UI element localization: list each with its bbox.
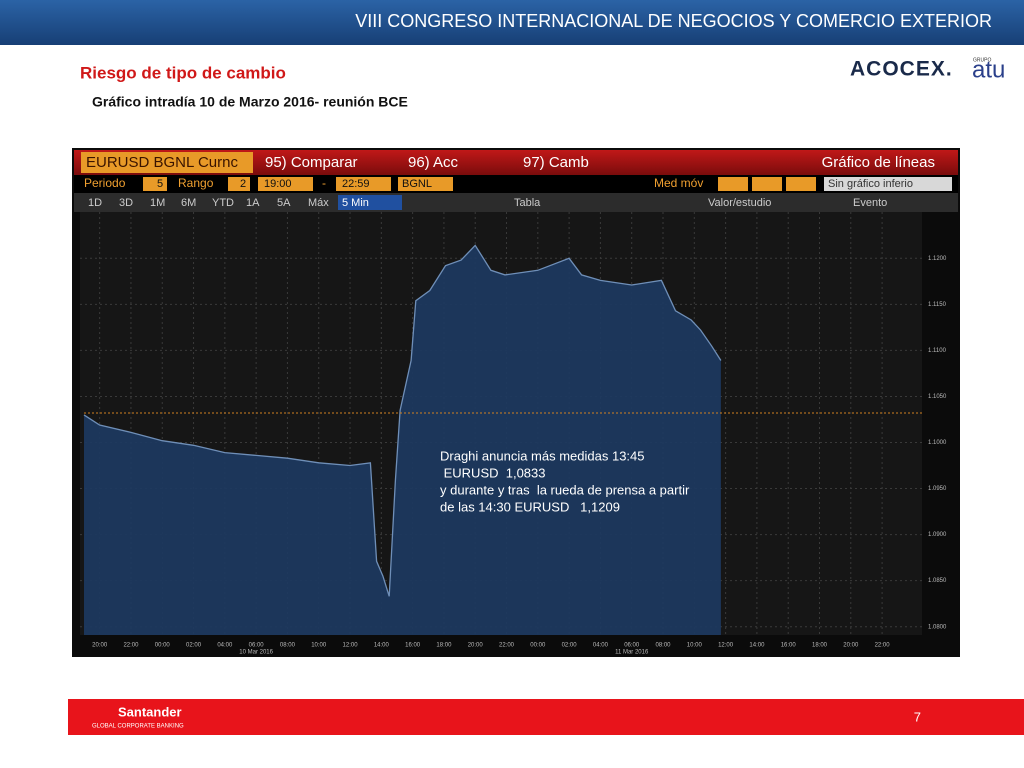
button[interactable]: 97) Camb	[523, 154, 589, 171]
x-tick-label: 20:00	[468, 643, 484, 649]
plot: 1.1200 1.1150 1.1100 1.1050 1.1000 1.0950 1.09…	[80, 212, 947, 656]
x-tick-label: 08:00	[656, 643, 672, 649]
x-tick-label: 06:00	[249, 643, 265, 649]
y-tick-label: 1.1050	[928, 394, 947, 400]
input-value: 19:00	[264, 178, 292, 190]
logo-grupo: GRUPO	[973, 57, 991, 63]
x-tick-label: 12:00	[718, 643, 734, 649]
x-tick-label: 16:00	[405, 643, 421, 649]
annotation-line: y durante y tras la rueda de prensa a pa…	[440, 482, 690, 497]
x-tick-label: 08:00	[280, 643, 296, 649]
chart-kind[interactable]: Gráfico de líneas	[822, 154, 935, 171]
input-box[interactable]	[786, 177, 816, 191]
x-tick-label: 00:00	[155, 643, 171, 649]
x-tick-label: 00:00	[530, 643, 546, 649]
tool-button[interactable]: Evento	[853, 197, 887, 209]
x-tick-label: 20:00	[92, 643, 108, 649]
security: EURUSD BGNL Curnc	[86, 154, 238, 171]
x-tick-label: 20:00	[843, 643, 859, 649]
x-tick-label: 04:00	[593, 643, 609, 649]
logo-acocex: ACOCEX.	[850, 58, 953, 81]
input-value: 2	[240, 178, 246, 190]
field-label: Med móv	[654, 176, 703, 190]
annotation: Draghi anuncia más medidas 13:45 EURUSD …	[440, 448, 690, 514]
section-title: Riesgo de tipo de cambio	[80, 63, 286, 82]
field-label: Periodo	[84, 176, 126, 190]
toolbar-row	[74, 193, 958, 212]
range-button[interactable]: 1M	[150, 197, 165, 209]
price-line	[83, 244, 722, 597]
field-label: Rango	[178, 176, 214, 190]
y-tick-label: 1.0800	[928, 624, 947, 630]
x-tick-label: 02:00	[186, 643, 202, 649]
range-button[interactable]: 1D	[88, 197, 102, 209]
logo-atu: atu	[972, 56, 1005, 83]
button[interactable]: 95) Comparar	[265, 154, 358, 171]
input-box[interactable]	[143, 177, 167, 191]
annotation-line: Draghi anuncia más medidas 13:45	[440, 448, 645, 463]
input-value: BGNL	[402, 178, 432, 190]
input-box[interactable]	[752, 177, 782, 191]
input-box[interactable]	[398, 177, 453, 191]
y-tick-label: 1.1100	[928, 348, 947, 354]
input-value: 5	[157, 178, 163, 190]
input-box[interactable]	[228, 177, 250, 191]
x-tick-label: 22:00	[875, 643, 891, 649]
subtitle: Gráfico intradía 10 de Marzo 2016- reuni…	[92, 94, 408, 110]
range-button[interactable]: Máx	[308, 197, 329, 209]
input-box[interactable]	[718, 177, 748, 191]
separator: -	[322, 176, 326, 190]
area-fill	[84, 245, 721, 635]
footer-bank: Santander	[118, 704, 182, 719]
date-label: 10 Mar 2016	[239, 650, 273, 656]
x-tick-label: 18:00	[436, 643, 452, 649]
x-tick-label: 04:00	[217, 643, 233, 649]
range-button[interactable]: 3D	[119, 197, 133, 209]
page-number: 7	[914, 709, 921, 724]
range-selected	[338, 195, 402, 210]
tool-button[interactable]: Tabla	[514, 197, 541, 209]
x-tick-label: 18:00	[812, 643, 828, 649]
x-tick-label: 14:00	[749, 643, 765, 649]
footer-bar	[68, 699, 1024, 735]
range-buttons: 1D 3D 1M 6M YTD 1A 5A Máx 5 Min	[88, 195, 402, 210]
y-tick-label: 1.0900	[928, 532, 947, 538]
input-box[interactable]	[258, 177, 313, 191]
annotation-line: EURUSD 1,0833	[440, 465, 546, 480]
y-tick-label: 1.1000	[928, 440, 947, 446]
y-tick-label: 1.0950	[928, 486, 947, 492]
x-tick-label: 10:00	[687, 643, 703, 649]
footer-division: GLOBAL CORPORATE BANKING	[92, 724, 184, 730]
x-tick-label: 12:00	[343, 643, 359, 649]
y-tick-label: 1.0850	[928, 578, 947, 584]
y-tick-label: 1.1200	[928, 256, 947, 262]
tool-button[interactable]: Valor/estudio	[708, 197, 771, 209]
range-button[interactable]: 6M	[181, 197, 196, 209]
input-value: 22:59	[342, 178, 370, 190]
x-tick-label: 22:00	[123, 643, 139, 649]
annotation-line: de las 14:30 EURUSD 1,1209	[440, 499, 620, 514]
x-tick-label: 14:00	[374, 643, 390, 649]
x-tick-label: 02:00	[562, 643, 578, 649]
x-tick-label: 06:00	[624, 643, 640, 649]
y-tick-label: 1.1150	[928, 302, 947, 308]
dropdown[interactable]	[824, 177, 952, 191]
x-tick-label: 22:00	[499, 643, 515, 649]
dropdown-value: Sin gráfico inferio	[828, 178, 913, 190]
range-button[interactable]: 1A	[246, 197, 260, 209]
range-button[interactable]: 5A	[277, 197, 291, 209]
input-box[interactable]	[336, 177, 391, 191]
x-tick-label: 16:00	[781, 643, 797, 649]
date-label: 11 Mar 2016	[615, 650, 649, 656]
security-box	[81, 152, 253, 173]
range-button[interactable]: 5 Min	[342, 197, 369, 209]
terminal: EURUSD BGNL Curnc 95) Comparar 96) Acc 9…	[72, 148, 960, 657]
header-bar	[0, 0, 1024, 45]
button[interactable]: 96) Acc	[408, 154, 459, 171]
header-title: VIII CONGRESO INTERNACIONAL DE NEGOCIOS …	[355, 11, 992, 31]
range-button[interactable]: YTD	[212, 197, 234, 209]
x-tick-label: 10:00	[311, 643, 327, 649]
